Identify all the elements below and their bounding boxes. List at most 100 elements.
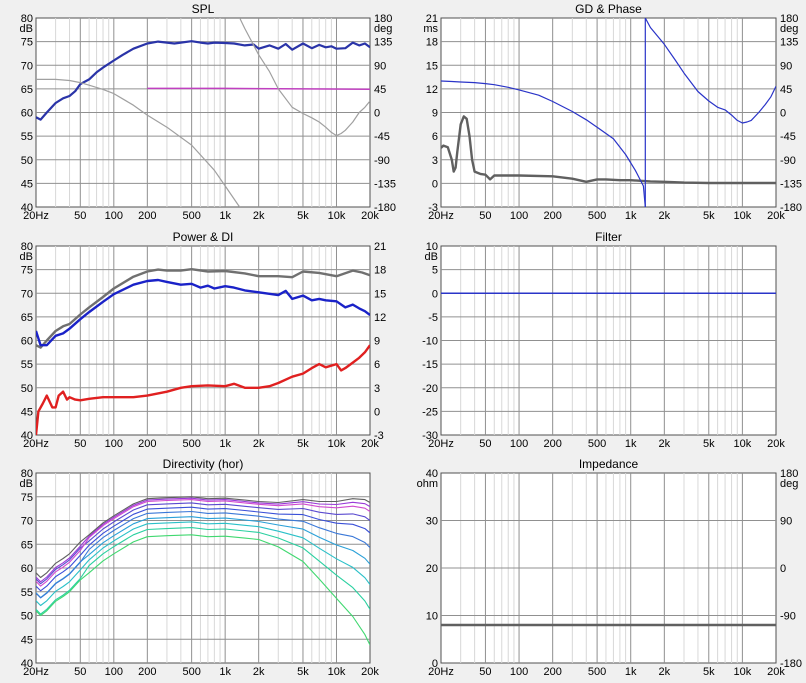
y-tick-label: 3 bbox=[432, 155, 438, 167]
chart-title: Power & DI bbox=[173, 230, 234, 244]
y-tick-label: 40 bbox=[21, 430, 33, 442]
y-tick-label: 60 bbox=[21, 108, 33, 120]
y-tick-label: 65 bbox=[21, 84, 33, 96]
chart-title: Impedance bbox=[579, 457, 639, 471]
series-line-0 bbox=[36, 268, 370, 349]
x-tick-label: 5k bbox=[297, 666, 309, 678]
y-tick-label: -20 bbox=[422, 383, 438, 395]
filter-chart: 20Hz 50 100 200 500 1k 2k 5k 10k 20k1050-5-10-15-… bbox=[405, 228, 806, 455]
directivity-curve-7 bbox=[36, 521, 370, 607]
x-tick-label: 50 bbox=[479, 666, 491, 678]
y-tick-label: 60 bbox=[21, 336, 33, 348]
gd-chart: 20Hz 50 100 200 500 1k 2k 5k 10k 20k 21 18 15 12 9 6 3 0 -… bbox=[405, 0, 806, 227]
x-tick-label: 200 bbox=[543, 666, 561, 678]
series-line-2 bbox=[36, 344, 370, 435]
y2-tick-label: 90 bbox=[780, 60, 792, 72]
series-group bbox=[36, 268, 370, 435]
series-line-1 bbox=[147, 87, 370, 91]
left-unit-label: ohm bbox=[417, 478, 438, 490]
x-tick-label: 20Hz bbox=[428, 210, 454, 222]
series-line-1 bbox=[36, 278, 370, 347]
y2-tick-label: 45 bbox=[780, 84, 792, 96]
y-tick-label: 70 bbox=[21, 516, 33, 528]
x-tick-label: 10k bbox=[328, 210, 346, 222]
x-tick-label: 5k bbox=[703, 666, 715, 678]
x-tick-label: 5k bbox=[297, 210, 309, 222]
y-tick-label: 80 bbox=[21, 13, 33, 25]
x-tick-label: 20Hz bbox=[23, 438, 49, 450]
x-tick-label: 5k bbox=[297, 438, 309, 450]
y-tick-label: -30 bbox=[422, 430, 438, 442]
left-unit-label: dB bbox=[20, 478, 33, 490]
y-tick-label: 40 bbox=[21, 658, 33, 670]
y-tick-label: 18 bbox=[426, 37, 438, 49]
y-tick-label: 75 bbox=[21, 37, 33, 49]
x-tick-label: 500 bbox=[182, 210, 200, 222]
y-tick-label: 65 bbox=[21, 539, 33, 551]
y-tick-label: 55 bbox=[21, 131, 33, 143]
x-tick-label: 10k bbox=[734, 438, 752, 450]
y-tick-label: 6 bbox=[432, 131, 438, 143]
right-unit-label: deg bbox=[780, 23, 798, 35]
y-tick-label: 0 bbox=[432, 658, 438, 670]
y-tick-label: 15 bbox=[426, 60, 438, 72]
directivity-chart: 20Hz 50 100 200 500 1k 2k 5k 10k 20k 80 75 70 65 60 55 5… bbox=[0, 455, 400, 683]
series-line-0 bbox=[441, 115, 776, 185]
x-tick-label: 100 bbox=[105, 438, 123, 450]
y2-tick-label: 90 bbox=[780, 516, 792, 528]
y-tick-label: 75 bbox=[21, 492, 33, 504]
power-chart: 20Hz 50 100 200 500 1k 2k 5k 10k 20k8075706560555… bbox=[0, 228, 400, 455]
y-tick-label: 50 bbox=[21, 155, 33, 167]
y-tick-label: 9 bbox=[432, 108, 438, 120]
y-tick-label: 10 bbox=[426, 241, 438, 253]
y2-tick-label: 12 bbox=[374, 312, 386, 324]
x-tick-label: 1k bbox=[219, 438, 231, 450]
y-tick-label: -25 bbox=[422, 406, 438, 418]
y2-tick-label: -135 bbox=[374, 178, 396, 190]
impedance-chart: 20Hz 50 100 200 500 1k 2k 5k 10k 20k4030201001809… bbox=[405, 455, 806, 683]
y-tick-label: 10 bbox=[426, 611, 438, 623]
y-tick-label: 45 bbox=[21, 406, 33, 418]
y2-tick-label: 135 bbox=[780, 37, 798, 49]
left-unit-label: ms bbox=[423, 23, 438, 35]
x-tick-label: 100 bbox=[105, 666, 123, 678]
x-tick-label: 20Hz bbox=[23, 666, 49, 678]
x-tick-label: 2k bbox=[659, 666, 671, 678]
chart-title: Filter bbox=[595, 230, 622, 244]
x-tick-label: 20k bbox=[361, 210, 379, 222]
directivity-curve-3 bbox=[36, 502, 370, 585]
y-tick-label: 0 bbox=[432, 288, 438, 300]
y2-tick-label: -90 bbox=[780, 155, 796, 167]
chart-title: SPL bbox=[192, 2, 215, 16]
left-unit-label: dB bbox=[20, 23, 33, 35]
y2-tick-label: -180 bbox=[780, 202, 802, 214]
series-group bbox=[36, 496, 370, 646]
y-tick-label: 50 bbox=[21, 611, 33, 623]
x-tick-label: 100 bbox=[510, 210, 528, 222]
y-tick-label: 45 bbox=[21, 634, 33, 646]
y2-tick-label: 0 bbox=[374, 108, 380, 120]
y-tick-label: 55 bbox=[21, 359, 33, 371]
x-tick-label: 2k bbox=[253, 210, 265, 222]
directivity-curve-1 bbox=[36, 497, 370, 583]
y-tick-label: -10 bbox=[422, 336, 438, 348]
y2-tick-label: 21 bbox=[374, 241, 386, 253]
x-tick-label: 1k bbox=[219, 666, 231, 678]
y-tick-label: 12 bbox=[426, 84, 438, 96]
y2-tick-label: -45 bbox=[374, 131, 390, 143]
x-tick-label: 5k bbox=[703, 210, 715, 222]
x-tick-label: 20k bbox=[767, 666, 785, 678]
right-unit-label: deg bbox=[374, 23, 392, 35]
x-tick-label: 20k bbox=[361, 438, 379, 450]
series-group bbox=[36, 18, 370, 207]
series-line-2 bbox=[36, 78, 241, 207]
series-line-1 bbox=[441, 80, 646, 207]
y2-tick-label: 9 bbox=[374, 336, 380, 348]
left-unit-label: dB bbox=[20, 251, 33, 263]
y-tick-label: 30 bbox=[426, 516, 438, 528]
y-tick-label: 55 bbox=[21, 587, 33, 599]
y2-tick-label: -90 bbox=[780, 611, 796, 623]
x-tick-label: 200 bbox=[138, 438, 156, 450]
x-tick-label: 100 bbox=[510, 666, 528, 678]
